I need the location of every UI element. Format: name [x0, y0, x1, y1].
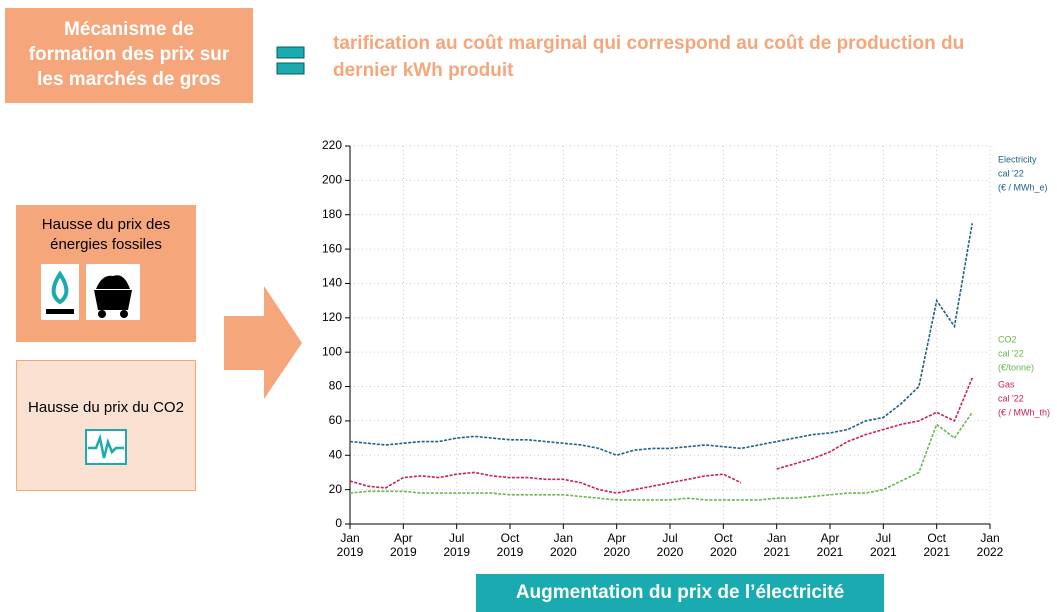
- co2-icon: [85, 429, 127, 465]
- y-tick-label: 220: [322, 138, 342, 152]
- fossil-box: Hausse du prix des énergies fossiles: [16, 205, 196, 342]
- x-tick-label-line: 2020: [710, 545, 737, 559]
- y-tick-label: 160: [322, 241, 342, 255]
- legend-name: Electricity: [998, 154, 1037, 164]
- x-tick-label: Jul 2019: [443, 531, 470, 559]
- legend-detail: cal '22: [998, 168, 1024, 178]
- legend-detail: (€/tonne): [998, 362, 1034, 372]
- x-tick-label: Apr 2019: [390, 531, 417, 559]
- x-tick-label-line: Jan: [554, 531, 573, 545]
- x-tick-label: Jul 2021: [870, 531, 897, 559]
- x-tick-label-line: Jul: [449, 531, 464, 545]
- series-line: [349, 377, 973, 494]
- fossil-icons: [41, 264, 140, 320]
- x-tick-label-line: Jul: [662, 531, 677, 545]
- co2-box: Hausse du prix du CO2: [16, 360, 196, 491]
- x-tick-label-line: 2019: [497, 545, 524, 559]
- banner: Augmentation du prix de l’électricité: [476, 574, 884, 612]
- x-tick-label: Oct 2019: [497, 531, 524, 559]
- x-tick-label-line: Jan: [340, 531, 359, 545]
- y-tick-label: 40: [329, 447, 343, 461]
- x-tick-label-line: Apr: [607, 531, 626, 545]
- legend-name: CO2: [998, 334, 1017, 344]
- x-tick-label: Jan 2021: [763, 531, 790, 559]
- y-tick-label: 80: [329, 379, 343, 393]
- x-tick-label-line: 2022: [977, 545, 1004, 559]
- x-tick-label: Apr 2021: [817, 531, 844, 559]
- x-tick-label-line: 2021: [870, 545, 897, 559]
- y-tick-label: 100: [322, 344, 342, 358]
- statement: tarification au coût marginal qui corres…: [333, 33, 965, 81]
- legend-detail: (€ / MWh_th): [998, 407, 1050, 417]
- x-tick-label-line: 2020: [550, 545, 577, 559]
- y-tick-label: 120: [322, 310, 342, 324]
- y-tick-label: 60: [329, 413, 343, 427]
- heading-box: Mécanisme de formation des prix sur les …: [5, 8, 253, 103]
- x-tick-label-line: Apr: [394, 531, 413, 545]
- x-tick-label-line: Oct: [714, 531, 733, 545]
- series-line: [349, 223, 974, 457]
- legend-detail: cal '22: [998, 393, 1024, 403]
- x-tick-label-line: 2019: [337, 545, 364, 559]
- x-tick-label-line: 2020: [657, 545, 684, 559]
- x-tick-label: Jan 2020: [550, 531, 577, 559]
- series-line: [349, 411, 973, 501]
- legend-detail: (€ / MWh_e): [998, 182, 1048, 192]
- y-tick-label: 200: [322, 173, 342, 187]
- x-tick-label: Apr 2020: [603, 531, 630, 559]
- x-tick-label-line: Jul: [876, 531, 891, 545]
- co2-text: Hausse du prix du CO2: [28, 399, 184, 416]
- y-tick-label: 20: [329, 482, 343, 496]
- x-tick-label-line: 2019: [390, 545, 417, 559]
- x-tick-label-line: Jan: [767, 531, 786, 545]
- legend-detail: cal '22: [998, 348, 1024, 358]
- x-tick-label: Jul 2020: [657, 531, 684, 559]
- x-tick-label: Jan 2019: [337, 531, 364, 559]
- heading: Mécanisme de formation des prix sur les …: [28, 19, 230, 90]
- x-tick-label-line: Oct: [927, 531, 946, 545]
- y-tick-label: 140: [322, 276, 342, 290]
- y-tick-label: 180: [322, 207, 342, 221]
- x-tick-label-line: 2021: [817, 545, 844, 559]
- x-tick-label-line: Apr: [821, 531, 840, 545]
- x-tick-label-line: 2020: [603, 545, 630, 559]
- arrow: [224, 286, 302, 399]
- legend-name: Gas: [998, 379, 1015, 389]
- x-tick-label: Oct 2020: [710, 531, 737, 559]
- x-tick-label-line: 2021: [923, 545, 950, 559]
- fossil-text: Hausse du prix des énergies fossiles: [41, 216, 171, 253]
- equal-icon: [276, 46, 305, 75]
- x-tick-label-line: 2021: [763, 545, 790, 559]
- x-tick-label-line: Jan: [980, 531, 999, 545]
- x-tick-label: Oct 2021: [923, 531, 950, 559]
- x-tick-label-line: Oct: [501, 531, 520, 545]
- y-tick-label: 0: [335, 516, 342, 530]
- x-tick-label-line: 2019: [443, 545, 470, 559]
- x-tick-label: Jan 2022: [977, 531, 1004, 559]
